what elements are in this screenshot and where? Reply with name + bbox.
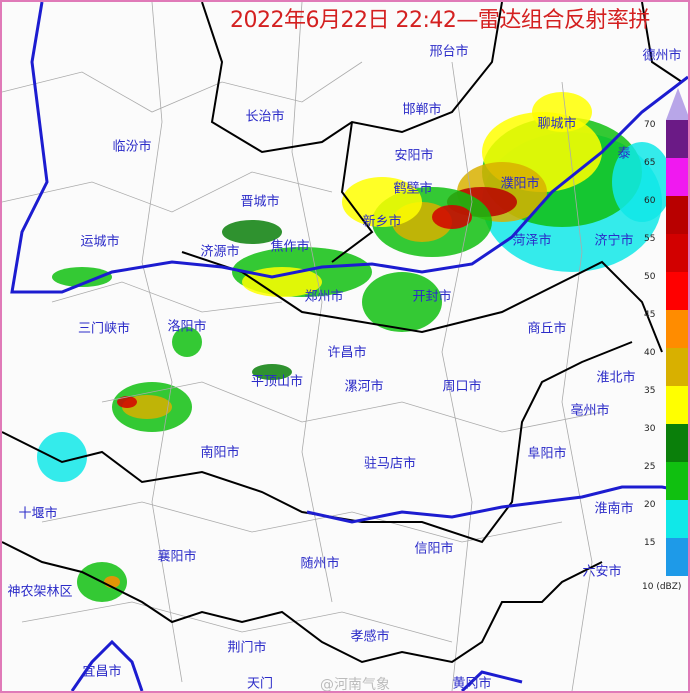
city-label: 襄阳市 bbox=[157, 549, 197, 565]
radar-echo bbox=[532, 92, 592, 132]
rivers bbox=[10, 2, 688, 691]
city-label: 十堰市 bbox=[18, 506, 58, 522]
legend-band: 70 bbox=[644, 120, 688, 158]
city-label: 商丘市 bbox=[527, 321, 567, 337]
city-label: 天门 bbox=[246, 676, 274, 692]
city-label: 聊城市 bbox=[537, 116, 577, 132]
legend-colorbar: 70 65 60 55 50 45 40 35 30 25 20 15 bbox=[644, 86, 688, 576]
city-label: 南阳市 bbox=[200, 445, 240, 461]
city-label: 随州市 bbox=[300, 556, 340, 572]
city-label: 郑州市 bbox=[304, 289, 344, 305]
city-label: 淮南市 bbox=[594, 501, 634, 517]
legend-band: 20 bbox=[644, 500, 688, 538]
city-label: 阜阳市 bbox=[527, 446, 567, 462]
radar-echo bbox=[37, 432, 87, 482]
city-label: 荆门市 bbox=[227, 640, 267, 656]
city-label: 洛阳市 bbox=[167, 319, 207, 335]
legend-tick: 40 bbox=[644, 348, 656, 358]
city-label: 黄冈市 bbox=[452, 676, 492, 692]
city-label: 神农架林区 bbox=[7, 584, 73, 600]
legend-tick: 30 bbox=[644, 424, 656, 434]
city-label: 许昌市 bbox=[327, 345, 367, 361]
radar-echoes bbox=[37, 92, 672, 602]
legend-band: 55 bbox=[644, 234, 688, 272]
radar-echo bbox=[222, 220, 282, 244]
city-label: 济源市 bbox=[200, 244, 240, 260]
legend-unit-label: (dBZ) bbox=[656, 582, 682, 592]
city-label: 周口市 bbox=[442, 379, 482, 395]
city-label: 信阳市 bbox=[414, 541, 454, 557]
radar-echo bbox=[432, 205, 472, 229]
watermark: @河南气象 bbox=[320, 677, 390, 693]
radar-echo bbox=[172, 327, 202, 357]
legend-band: 50 bbox=[644, 272, 688, 310]
radar-echo bbox=[117, 396, 137, 408]
legend-band: 35 bbox=[644, 386, 688, 424]
legend-top-triangle bbox=[666, 88, 688, 120]
city-label: 开封市 bbox=[412, 289, 452, 305]
city-label: 运城市 bbox=[80, 234, 120, 250]
city-label: 平顶山市 bbox=[250, 374, 304, 390]
city-label: 长治市 bbox=[245, 109, 285, 125]
legend-band: 60 bbox=[644, 196, 688, 234]
radar-echo bbox=[612, 142, 672, 222]
city-label: 宜昌市 bbox=[82, 664, 122, 680]
radar-echo bbox=[252, 364, 292, 380]
city-label: 德州市 bbox=[642, 48, 682, 64]
city-label: 邢台市 bbox=[429, 44, 469, 60]
city-label: 鹤壁市 bbox=[393, 181, 433, 197]
legend-tick: 45 bbox=[644, 310, 656, 320]
map-title: 2022年6月22日 22:42—雷达组合反射率拼 bbox=[230, 8, 650, 33]
legend-tick: 25 bbox=[644, 462, 656, 472]
legend-tick: 70 bbox=[644, 120, 656, 130]
city-label: 三门峡市 bbox=[77, 321, 131, 337]
legend-band: 40 bbox=[644, 348, 688, 386]
legend-tick: 15 bbox=[644, 538, 656, 548]
legend-tick: 50 bbox=[644, 272, 656, 282]
radar-echo bbox=[342, 177, 422, 227]
city-label: 漯河市 bbox=[344, 379, 384, 395]
county-boundaries bbox=[2, 2, 603, 691]
city-label: 淮北市 bbox=[596, 370, 636, 386]
city-label: 濮阳市 bbox=[500, 176, 540, 192]
legend-band: 30 bbox=[644, 424, 688, 462]
city-label: 焦作市 bbox=[270, 239, 310, 255]
city-label: 新乡市 bbox=[362, 214, 402, 230]
city-label: 菏泽市 bbox=[512, 233, 552, 249]
radar-echo bbox=[362, 272, 442, 332]
legend-tick: 65 bbox=[644, 158, 656, 168]
city-label: 六安市 bbox=[582, 564, 622, 580]
city-label: 安阳市 bbox=[394, 148, 434, 164]
city-label: 泰 bbox=[617, 146, 631, 162]
city-label: 临汾市 bbox=[112, 139, 152, 155]
radar-echo bbox=[52, 267, 112, 287]
province-boundaries bbox=[2, 2, 683, 664]
legend-tick: 55 bbox=[644, 234, 656, 244]
city-label: 亳州市 bbox=[570, 403, 610, 419]
legend-unit: 10 (dBZ) bbox=[642, 582, 681, 592]
city-label: 晋城市 bbox=[240, 194, 280, 210]
legend-tick: 35 bbox=[644, 386, 656, 396]
city-label: 济宁市 bbox=[594, 233, 634, 249]
city-label: 邯郸市 bbox=[402, 102, 442, 118]
legend-tick: 60 bbox=[644, 196, 656, 206]
legend-band: 15 bbox=[644, 538, 688, 576]
city-label: 孝感市 bbox=[350, 629, 390, 645]
city-label: 驻马店市 bbox=[363, 456, 417, 472]
legend-band: 65 bbox=[644, 158, 688, 196]
legend-bottom-label: 10 bbox=[642, 582, 654, 592]
legend-band: 25 bbox=[644, 462, 688, 500]
legend-tick: 20 bbox=[644, 500, 656, 510]
legend-band: 45 bbox=[644, 310, 688, 348]
